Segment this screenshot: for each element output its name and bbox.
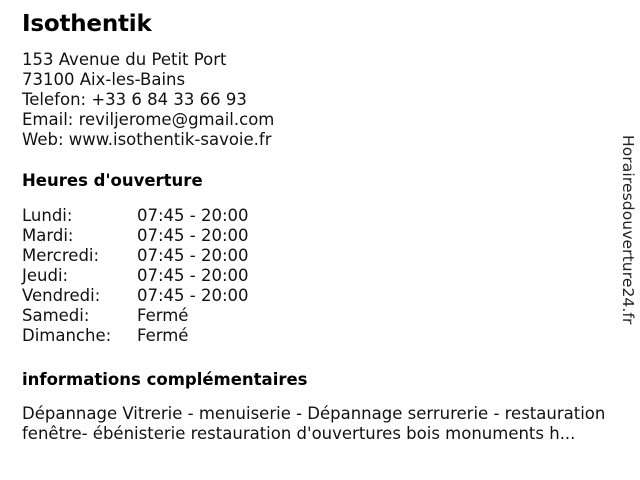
phone-line: Telefon: +33 6 84 33 66 93 bbox=[22, 90, 247, 109]
page-title: Isothentik bbox=[22, 11, 152, 37]
hours-day-value: Fermé bbox=[137, 306, 189, 325]
opening-hours-body: Lundi: 07:45 - 20:00 Mardi: 07:45 - 20:0… bbox=[22, 206, 249, 346]
opening-hours-heading: Heures d'ouverture bbox=[22, 171, 203, 190]
address-street: 153 Avenue du Petit Port bbox=[22, 50, 227, 69]
opening-hours-table: Lundi: 07:45 - 20:00 Mardi: 07:45 - 20:0… bbox=[22, 206, 249, 346]
hours-day-label: Samedi: bbox=[22, 306, 90, 325]
hours-day-value: 07:45 - 20:00 bbox=[137, 226, 249, 245]
hours-day-label: Vendredi: bbox=[22, 286, 101, 305]
address-city: 73100 Aix-les-Bains bbox=[22, 70, 186, 89]
table-row: Mardi: 07:45 - 20:00 bbox=[22, 226, 249, 246]
contact-block: 153 Avenue du Petit Port 73100 Aix-les-B… bbox=[22, 50, 602, 150]
hours-day-label: Dimanche: bbox=[22, 326, 112, 345]
email-line: Email: reviljerome@gmail.com bbox=[22, 110, 275, 129]
table-row: Mercredi: 07:45 - 20:00 bbox=[22, 246, 249, 266]
hours-day-value: 07:45 - 20:00 bbox=[137, 266, 249, 285]
watermark-brand: Horairesdouverture24.fr bbox=[614, 135, 640, 350]
table-row: Samedi: Fermé bbox=[22, 306, 249, 326]
hours-day-value: 07:45 - 20:00 bbox=[137, 286, 249, 305]
hours-day-label: Jeudi: bbox=[22, 266, 69, 285]
table-row: Dimanche: Fermé bbox=[22, 326, 249, 346]
watermark-label: Horairesdouverture24.fr bbox=[618, 135, 637, 325]
table-row: Jeudi: 07:45 - 20:00 bbox=[22, 266, 249, 286]
additional-info-heading: informations complémentaires bbox=[22, 370, 308, 389]
hours-day-value: 07:45 - 20:00 bbox=[137, 206, 249, 225]
hours-day-label: Mardi: bbox=[22, 226, 74, 245]
website-line: Web: www.isothentik-savoie.fr bbox=[22, 130, 272, 149]
hours-day-value: Fermé bbox=[137, 326, 189, 345]
table-row: Vendredi: 07:45 - 20:00 bbox=[22, 286, 249, 306]
hours-day-label: Mercredi: bbox=[22, 246, 100, 265]
hours-day-value: 07:45 - 20:00 bbox=[137, 246, 249, 265]
additional-info-text: Dépannage Vitrerie - menuiserie - Dépann… bbox=[22, 404, 606, 443]
card-content: Isothentik 153 Avenue du Petit Port 7310… bbox=[22, 0, 605, 444]
hours-day-label: Lundi: bbox=[22, 206, 73, 225]
table-row: Lundi: 07:45 - 20:00 bbox=[22, 206, 249, 226]
